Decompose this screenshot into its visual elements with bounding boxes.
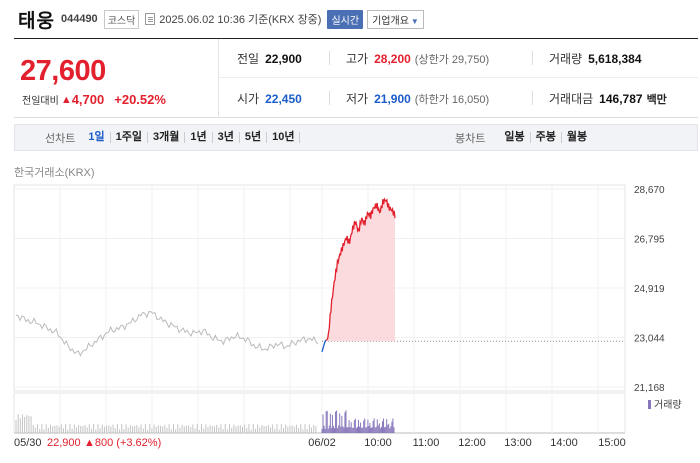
- x-tick-label: 06/02: [308, 437, 336, 449]
- amount-label: 거래대금: [549, 92, 594, 106]
- line-chart-label: 선차트: [45, 132, 76, 145]
- tab-period-3m[interactable]: 3개월: [148, 132, 186, 143]
- prev-day-price-line: [15, 311, 319, 357]
- prev-close-cell: 전일 22,900: [237, 39, 302, 78]
- price-change-line: 전일대비 ▲ 4,700 +20.52%: [22, 92, 166, 107]
- footer-change: ▲800 (+3.62%): [84, 437, 161, 449]
- open-value: 22,450: [265, 91, 302, 106]
- chevron-down-icon: ▼: [410, 16, 419, 26]
- market-badge: 코스닥: [103, 9, 140, 29]
- realtime-button[interactable]: 실시간: [327, 9, 364, 29]
- change-percent: +20.52%: [114, 92, 166, 107]
- current-price-box: 27,600 전일대비 ▲ 4,700 +20.52%: [14, 39, 219, 118]
- tab-period-1d[interactable]: 1일: [83, 132, 111, 143]
- tab-period-1y[interactable]: 1년: [185, 132, 213, 143]
- footer-close: 22,900: [47, 437, 81, 449]
- amount-cell: 거래대금 146,787 백만: [549, 79, 667, 118]
- high-value: 28,200: [374, 51, 411, 66]
- upper-limit: (상한가 29,750): [414, 53, 490, 66]
- x-tick-label: 12:00: [458, 437, 486, 449]
- tab-period-5y[interactable]: 5년: [240, 132, 268, 143]
- tab-period-10y[interactable]: 10년: [267, 132, 301, 143]
- tab-period-3y[interactable]: 3년: [213, 132, 240, 143]
- y-tick-label: 28,670: [634, 185, 665, 196]
- stock-header: 태웅 044490 코스닥 2025.06.02 10:36 기준(KRX 장중…: [0, 0, 700, 38]
- today-price-line-up: [325, 197, 396, 341]
- stock-name: 태웅: [18, 10, 55, 32]
- tab-candle-monthly[interactable]: 월봉: [566, 131, 588, 143]
- low-cell: 저가 21,900 (하한가 16,050): [346, 79, 489, 118]
- today-gain-area: [326, 199, 395, 342]
- x-tick-label: 11:00: [413, 437, 440, 449]
- x-tick-label: 15:00: [598, 437, 626, 449]
- x-tick-label: 10:00: [364, 437, 392, 449]
- corp-info-button[interactable]: 기업개요 ▼: [367, 9, 424, 29]
- document-icon[interactable]: [145, 13, 156, 25]
- high-cell: 고가 28,200 (상한가 29,750): [346, 39, 489, 78]
- price-chart[interactable]: 28,670 26,795 24,919 23,044 21,168 거래량 06/02 10…: [0, 175, 700, 463]
- y-tick-label: 23,044: [634, 333, 665, 344]
- change-label: 전일대비: [22, 96, 59, 107]
- amount-value: 146,787: [599, 91, 643, 106]
- low-value: 21,900: [374, 91, 411, 106]
- open-label: 시가: [237, 92, 260, 106]
- quote-datetime: 2025.06.02 10:36 기준(KRX 장중): [159, 14, 322, 26]
- tab-candle-weekly[interactable]: 주봉: [531, 132, 562, 143]
- candle-chart-label: 봉차트: [455, 132, 486, 145]
- y-tick-label: 21,168: [634, 383, 665, 394]
- change-value: 4,700: [71, 92, 105, 107]
- volume-legend-swatch: [648, 400, 651, 409]
- low-label: 저가: [346, 92, 369, 106]
- price-panel: 27,600 전일대비 ▲ 4,700 +20.52% 전일 22,900 고가…: [14, 38, 698, 118]
- chart-toolbar: 선차트 1일 1주일 3개월 1년 3년 5년 10년 봉차트 일봉 주봉 월봉: [14, 124, 698, 151]
- stock-code: 044490: [60, 13, 98, 25]
- x-tick-label: 14:00: [550, 437, 578, 449]
- footer-date: 05/30: [14, 437, 42, 449]
- prev-close-value: 22,900: [265, 51, 302, 66]
- corp-info-label: 기업개요: [372, 15, 409, 27]
- lower-limit: (하한가 16,050): [414, 93, 490, 106]
- open-cell: 시가 22,450: [237, 79, 302, 118]
- tab-period-1w[interactable]: 1주일: [111, 132, 148, 143]
- volume-value: 5,618,384: [588, 51, 642, 66]
- y-tick-label: 26,795: [634, 234, 665, 245]
- up-arrow-icon: ▲: [60, 93, 72, 106]
- volume-cell: 거래량 5,618,384: [549, 39, 642, 78]
- volume-label: 거래량: [549, 52, 583, 66]
- exchange-label: 한국거래소(KRX): [14, 167, 95, 179]
- candle-chart-group: 봉차트 일봉 주봉 월봉: [455, 130, 592, 146]
- price-stats: 전일 22,900 고가 28,200 (상한가 29,750) 거래량 5,6…: [219, 39, 698, 118]
- tab-candle-daily[interactable]: 일봉: [499, 132, 531, 143]
- y-tick-label: 24,919: [634, 284, 665, 295]
- prev-close-label: 전일: [237, 52, 260, 66]
- high-label: 고가: [346, 52, 369, 66]
- volume-legend-label: 거래량: [654, 399, 682, 411]
- x-tick-label: 13:00: [504, 437, 532, 449]
- amount-unit: 백만: [646, 93, 667, 106]
- today-price-line-down: [321, 339, 327, 353]
- current-price: 27,600: [20, 55, 106, 87]
